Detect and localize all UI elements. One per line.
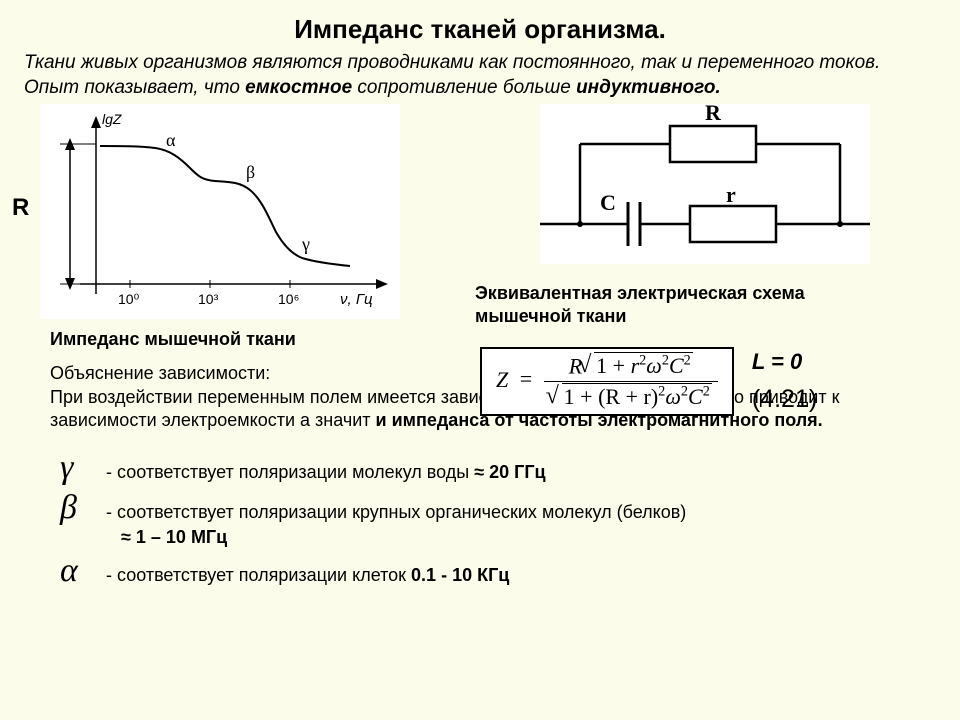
intro-bold2: индуктивного. bbox=[576, 77, 721, 98]
beta-row: β - соответствует поляризации крупных ор… bbox=[60, 489, 960, 550]
circuit-C-label: C bbox=[600, 190, 616, 215]
alpha-val: 0.1 - 10 КГц bbox=[411, 565, 509, 585]
chart-gamma: γ bbox=[301, 234, 310, 254]
page-title: Импеданс тканей организма. bbox=[0, 0, 960, 45]
greek-list: γ - соответствует поляризации молекул во… bbox=[60, 449, 960, 590]
alpha-desc: - соответствует поляризации клеток bbox=[106, 565, 411, 585]
intro-part2: сопротивление больше bbox=[352, 77, 576, 98]
chart-alpha: α bbox=[166, 130, 176, 150]
explain-p1a: При воздействии переменным полем имеется… bbox=[50, 387, 552, 407]
alpha-row: α - соответствует поляризации клеток 0.1… bbox=[60, 552, 960, 590]
formula-side: L = 0 (4.21) bbox=[752, 344, 817, 419]
chart-xlabel: ν, Гц bbox=[340, 291, 373, 308]
circuit-diagram: R C r bbox=[540, 104, 870, 264]
circuit-r-label: r bbox=[726, 182, 736, 207]
chart-beta: β bbox=[246, 162, 255, 182]
alpha-symbol: α bbox=[60, 552, 106, 590]
chart-ylabel: lgZ bbox=[102, 111, 122, 127]
gamma-val: ≈ 20 ГГц bbox=[474, 462, 545, 482]
formula-row: Z = R1 + r2ω2C2 1 + (R + r)2ω2C2 L = 0 (… bbox=[480, 338, 817, 424]
impedance-chart: lgZ ν, Гц α β γ 10⁰ 10³ bbox=[40, 104, 400, 319]
intro-text: Ткани живых организмов являются проводни… bbox=[0, 45, 960, 100]
circuit-caption: Эквивалентная электрическая схема мышечн… bbox=[475, 282, 895, 327]
beta-desc: - соответствует поляризации крупных орга… bbox=[106, 502, 686, 522]
chart-xtick-0: 10⁰ bbox=[118, 291, 140, 307]
L-equals-zero: L = 0 bbox=[752, 344, 817, 379]
gamma-desc: - соответствует поляризации молекул воды bbox=[106, 462, 474, 482]
circuit-R-label: R bbox=[705, 104, 722, 125]
gamma-symbol: γ bbox=[60, 449, 106, 487]
beta-val: ≈ 1 – 10 МГц bbox=[121, 527, 227, 547]
beta-symbol: β bbox=[60, 489, 106, 527]
formula-eq: = bbox=[514, 366, 538, 391]
equation-number: (4.21) bbox=[752, 379, 817, 419]
impedance-formula: Z = R1 + r2ω2C2 1 + (R + r)2ω2C2 bbox=[480, 347, 734, 417]
chart-wrapper: R lgZ ν, Гц bbox=[40, 104, 480, 319]
gamma-row: γ - соответствует поляризации молекул во… bbox=[60, 449, 960, 487]
intro-bold1: емкостное bbox=[245, 77, 352, 98]
r-axis-label: R bbox=[12, 194, 29, 222]
formula-Z: Z bbox=[496, 366, 508, 391]
chart-xtick-2: 10⁶ bbox=[278, 291, 299, 307]
chart-xtick-1: 10³ bbox=[198, 291, 219, 307]
figures-row: R lgZ ν, Гц bbox=[0, 104, 960, 319]
